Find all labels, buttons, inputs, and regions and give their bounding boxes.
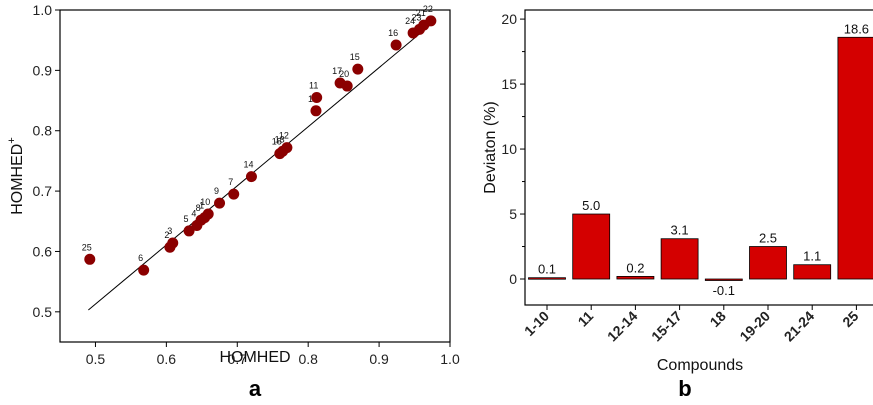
scatter-point	[202, 208, 214, 220]
scatter-point-label: 10	[200, 197, 210, 207]
scatter-point-label: 5	[184, 214, 189, 224]
scatter-point-label: 6	[138, 253, 143, 263]
bar-value-label: -0.1	[713, 283, 735, 298]
scatter-point	[311, 92, 323, 104]
scatter-x-tick-label: 0.5	[86, 351, 106, 367]
scatter-x-tick-label: 0.6	[157, 351, 177, 367]
scatter-y-axis-label: HOMHED+	[6, 137, 26, 215]
scatter-point-label: 15	[350, 52, 360, 62]
bar-y-tick-label: 0	[509, 271, 517, 287]
scatter-y-tick-label: 1.0	[33, 2, 53, 18]
scatter-axis-ticks: 0.5 0.6 0.7 0.8 0.9 1.0 0.5 0.6 0.7 0.8 0.9 1.0	[33, 2, 460, 367]
bar	[793, 264, 832, 280]
scatter-point	[425, 15, 437, 27]
bar-category-label: 15-17	[648, 308, 685, 345]
scatter-point-label: 2	[164, 230, 169, 240]
scatter-y-axis-label-text: HOMHED	[9, 144, 26, 215]
scatter-point-label: 14	[243, 160, 253, 170]
scatter-y-tick-label: 0.7	[33, 183, 53, 199]
scatter-x-axis-label: HOMHED	[219, 349, 290, 366]
bar	[837, 36, 873, 280]
scatter-point-label: 16	[388, 28, 398, 38]
bar-y-tick-label: 15	[501, 76, 517, 92]
scatter-y-tick-label: 0.6	[33, 243, 53, 259]
scatter-point-label: 7	[228, 177, 233, 187]
bar-y-axis-label: Deviaton (%)	[482, 101, 499, 193]
scatter-fit-line	[88, 22, 433, 311]
bar	[572, 213, 611, 280]
scatter-point-label: 3	[167, 226, 172, 236]
bar-chart-panel-b: 0 5 10 15 20 1-10 11 12-14 15-17 18 19-20 21-24 25 0…	[482, 9, 873, 401]
scatter-point-label: 18	[272, 137, 282, 147]
panel-label-b: b	[678, 376, 691, 401]
panel-label-a: a	[249, 376, 262, 401]
scatter-point	[352, 63, 364, 75]
scatter-y-tick-label: 0.9	[33, 62, 53, 78]
scatter-x-tick-label: 0.7	[228, 351, 248, 367]
scatter-point	[167, 237, 179, 249]
scatter-point-label: 20	[339, 69, 349, 79]
scatter-point-label: 25	[82, 242, 92, 252]
scatter-plot-frame	[59, 9, 451, 343]
bar-value-label: 0.2	[626, 260, 644, 275]
bar-category-label: 12-14	[604, 308, 641, 345]
bar-category-label: 25	[839, 308, 861, 330]
scatter-point	[138, 264, 150, 276]
bar	[660, 238, 699, 280]
bar-category-label: 11	[575, 308, 597, 330]
scatter-point	[183, 225, 195, 237]
scatter-x-tick-label: 0.8	[298, 351, 318, 367]
scatter-point-label: 17	[332, 66, 342, 76]
scatter-point-label: 21	[416, 8, 426, 18]
bar-value-label: 1.1	[803, 249, 821, 264]
bar-value-label: 5.0	[582, 198, 600, 213]
scatter-point-label: 24	[405, 16, 415, 26]
bar	[749, 246, 787, 280]
bar-y-tick-label: 10	[501, 141, 517, 157]
scatter-point-label: 23	[412, 12, 422, 22]
bar	[704, 278, 743, 281]
scatter-y-tick-label: 0.5	[33, 304, 53, 320]
bar-series: 0.1 5.0 0.2 3.1 -0.1 2.5 1.1 18.6	[528, 21, 873, 298]
scatter-point-label: 9	[214, 186, 219, 196]
bar-y-tick-label: 5	[509, 206, 517, 222]
scatter-point-label: 22	[423, 4, 433, 14]
bar-value-label: 18.6	[844, 21, 869, 36]
scatter-point-label: 11	[309, 81, 318, 91]
bar-category-label: 1-10	[521, 308, 552, 339]
bar-y-tick-label: 20	[501, 11, 517, 27]
bar-category-label: 21-24	[781, 308, 818, 345]
bar-plot-frame	[524, 9, 873, 306]
scatter-point-label: 12	[279, 131, 289, 141]
scatter-point	[228, 188, 240, 200]
bar	[528, 277, 566, 280]
bar	[616, 276, 655, 280]
scatter-point-label: 1	[199, 201, 204, 211]
scatter-point-label: 8	[196, 203, 201, 213]
scatter-point	[84, 253, 96, 265]
scatter-point	[390, 39, 402, 51]
bar-category-label: 19-20	[736, 308, 773, 345]
scatter-points: 2562354811097141813121911172015162423212…	[82, 4, 437, 276]
scatter-y-axis-label-superscript: +	[6, 137, 18, 143]
bar-value-label: 2.5	[759, 231, 777, 246]
scatter-x-tick-label: 1.0	[440, 351, 460, 367]
bar-value-label: 0.1	[538, 262, 556, 277]
bar-value-label: 3.1	[671, 223, 689, 238]
scatter-point	[245, 171, 257, 183]
bar-x-axis-label: Compounds	[657, 357, 743, 374]
scatter-point	[214, 197, 226, 209]
scatter-y-tick-label: 0.8	[33, 123, 53, 139]
scatter-point	[341, 80, 353, 92]
scatter-x-tick-label: 0.9	[369, 351, 389, 367]
scatter-point	[281, 142, 293, 154]
scatter-point-label: 13	[275, 134, 285, 144]
bar-category-label: 18	[707, 308, 729, 330]
scatter-point	[310, 105, 322, 117]
scatter-point-label: 4	[191, 208, 196, 218]
bar-axis-ticks: 0 5 10 15 20 1-10 11 12-14 15-17 18 19-20 21-24 25	[501, 11, 861, 344]
scatter-chart-panel-a: 0.5 0.6 0.7 0.8 0.9 1.00.50.60.70.80.91.0 256…	[6, 2, 460, 401]
